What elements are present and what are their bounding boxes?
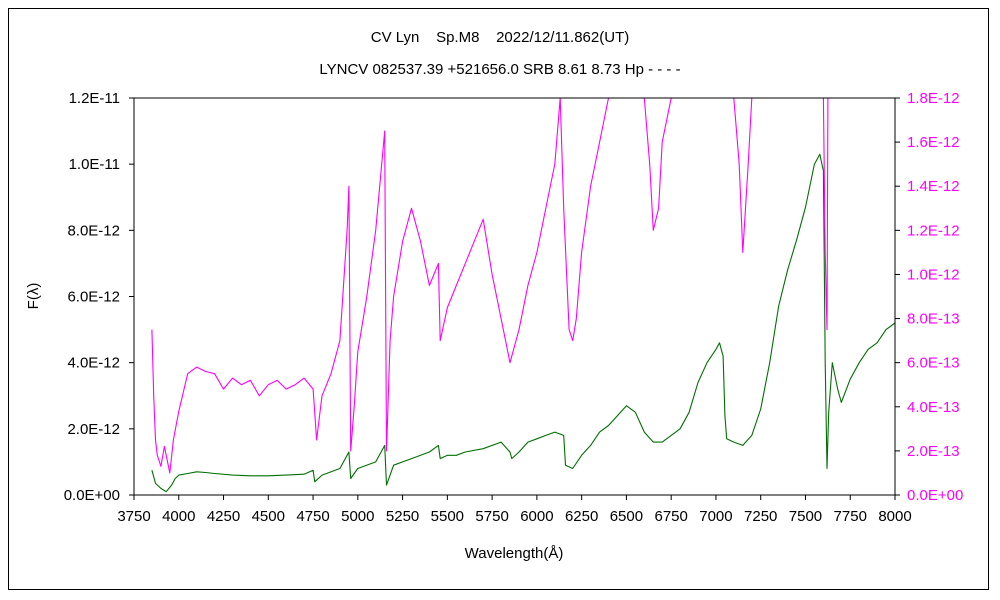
y-left-tick-label: 4.0E-12 (67, 355, 120, 372)
chart-title: CV Lyn Sp.M8 2022/12/11.862(UT) (370, 29, 630, 46)
y-right-tick-label: 8.0E-13 (907, 311, 960, 328)
x-tick-label: 3750 (117, 508, 150, 525)
x-tick-label: 6250 (565, 508, 598, 525)
y-right-tick-label: 4.0E-13 (907, 399, 960, 416)
x-tick-label: 5500 (431, 508, 464, 525)
y-left-tick-label: 2.0E-12 (67, 421, 120, 438)
x-tick-label: 6750 (654, 508, 687, 525)
x-tick-label: 7500 (789, 508, 822, 525)
chart-subtitle: LYNCV 082537.39 +521656.0 SRB 8.61 8.73 … (319, 61, 681, 78)
x-tick-label: 8000 (878, 508, 911, 525)
x-axis-label: Wavelength(Å) (465, 545, 564, 562)
y-left-tick-label: 8.0E-12 (67, 222, 120, 239)
x-tick-label: 6000 (520, 508, 553, 525)
x-tick-label: 6500 (610, 508, 643, 525)
y-right-tick-label: 0.0E+00 (907, 487, 963, 504)
y-right-tick-label: 6.0E-13 (907, 355, 960, 372)
y-left-tick-label: 1.0E-11 (69, 156, 120, 173)
y-left-tick-label: 6.0E-12 (67, 289, 120, 306)
x-tick-label: 4000 (162, 508, 195, 525)
y-right-tick-label: 1.8E-12 (907, 90, 960, 107)
y-left-tick-label: 1.2E-11 (69, 90, 120, 107)
series-line-magenta (151, 97, 831, 474)
y-right-tick-label: 1.2E-12 (907, 222, 960, 239)
x-tick-label: 5750 (475, 508, 508, 525)
y-right-tick-label: 2.0E-13 (907, 443, 960, 460)
x-tick-label: 7250 (744, 508, 777, 525)
chart-frame (8, 8, 989, 590)
y-right-tick-label: 1.6E-12 (907, 134, 960, 151)
x-tick-label: 5250 (386, 508, 419, 525)
x-tick-label: 7750 (834, 508, 867, 525)
y-left-tick-label: 0.0E+00 (64, 487, 120, 504)
y-axis-label: F(λ) (25, 283, 42, 310)
x-tick-label: 4250 (207, 508, 240, 525)
x-tick-label: 7000 (699, 508, 732, 525)
x-tick-label: 5000 (341, 508, 374, 525)
x-tick-label: 4500 (252, 508, 285, 525)
y-right-tick-label: 1.0E-12 (907, 266, 960, 283)
y-right-tick-label: 1.4E-12 (907, 178, 960, 195)
x-tick-label: 4750 (296, 508, 329, 525)
series-line-green (151, 153, 896, 493)
